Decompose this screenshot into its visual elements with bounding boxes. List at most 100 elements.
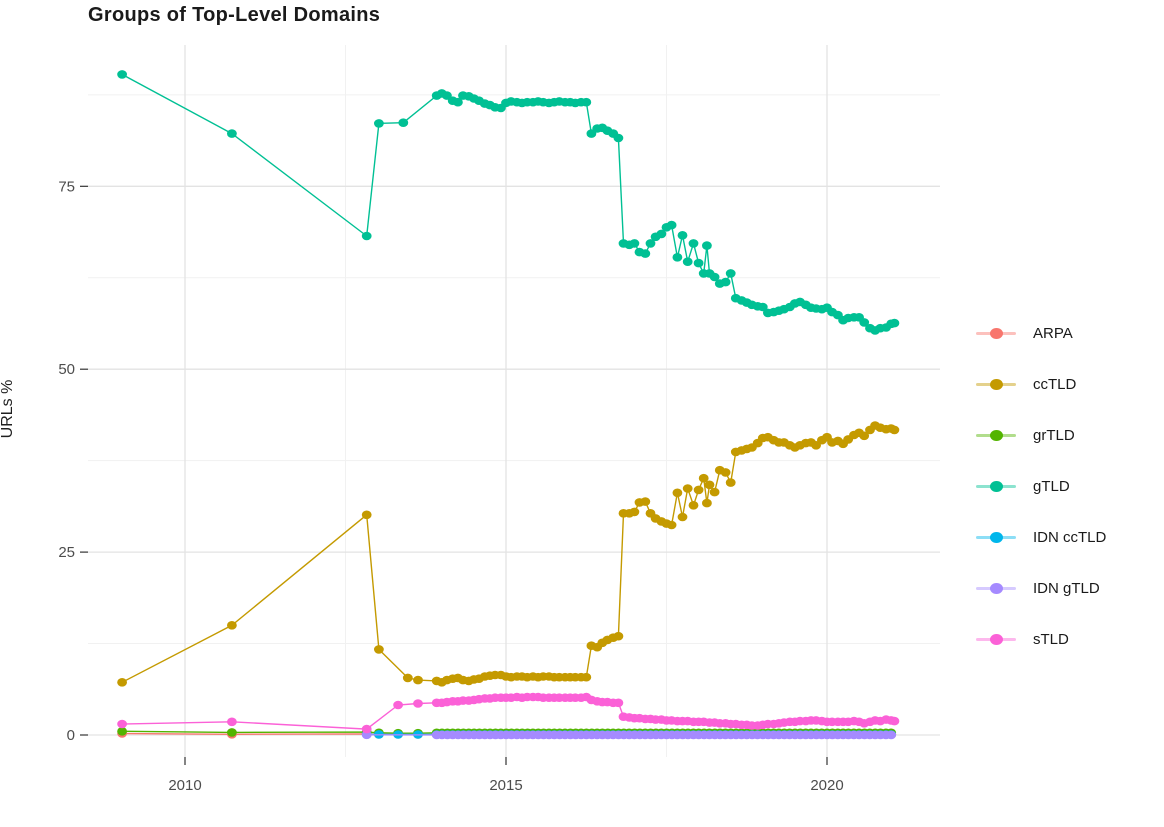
data-point-gtld: [702, 241, 712, 250]
data-point-stld: [393, 700, 403, 710]
data-point-cctld: [693, 485, 704, 495]
y-tick-label: 75: [58, 178, 75, 195]
legend-key-icon: [976, 378, 1016, 392]
data-point-stld: [613, 698, 624, 708]
data-point-cctld: [640, 497, 651, 506]
data-point-gtld: [398, 118, 409, 127]
data-point-gtld: [688, 239, 699, 248]
data-point-cctld: [698, 473, 709, 483]
y-tick-label: 50: [58, 361, 75, 378]
data-point-stld: [889, 716, 900, 726]
data-point-cctld: [413, 675, 423, 685]
data-point-stld: [117, 719, 127, 729]
x-tick-label: 2020: [810, 777, 843, 794]
y-tick-label: 25: [58, 544, 75, 561]
data-point-gtld: [859, 318, 870, 327]
legend-key-dot: [989, 634, 1003, 645]
data-point-cctld: [682, 484, 693, 493]
data-point-gtld: [757, 302, 768, 312]
legend: ARPA ccTLD grTLD gTLD IDN ccTLD IDN gTLD sTLD: [976, 308, 1106, 665]
data-point-cctld: [677, 512, 688, 522]
legend-item-stld: sTLD: [976, 614, 1106, 665]
x-tick-label: 2010: [168, 777, 201, 794]
legend-label: grTLD: [1033, 427, 1075, 444]
y-axis-title: URLs %: [0, 379, 16, 439]
data-point-cctld: [117, 678, 127, 687]
legend-key-dot: [989, 481, 1003, 492]
data-point-cctld: [709, 487, 720, 497]
legend-key-icon: [976, 582, 1016, 596]
legend-key-icon: [976, 480, 1016, 494]
series-line-gtld: [121, 73, 895, 332]
chart-title: Groups of Top-Level Domains: [88, 4, 381, 26]
data-point-cctld: [672, 488, 683, 498]
data-point-gtld: [640, 249, 651, 258]
data-point-stld: [227, 717, 237, 727]
data-point-cctld: [613, 631, 624, 641]
data-point-gtld: [361, 231, 372, 241]
data-point-gtld: [374, 119, 384, 128]
data-point-cctld: [720, 468, 731, 477]
data-point-gtld: [677, 231, 688, 240]
legend-item-grtld: grTLD: [976, 410, 1106, 461]
data-point-grtld: [227, 728, 237, 737]
legend-key-dot: [989, 379, 1003, 390]
legend-label: sTLD: [1033, 631, 1069, 648]
data-point-gtld: [453, 97, 463, 107]
legend-label: ccTLD: [1033, 376, 1077, 393]
data-point-stld: [413, 699, 423, 708]
data-point-cctld: [688, 501, 699, 510]
legend-item-idn-cctld: IDN ccTLD: [976, 512, 1106, 563]
data-point-gtld: [720, 277, 731, 287]
legend-item-cctld: ccTLD: [976, 359, 1106, 410]
data-point-gtld: [666, 220, 677, 230]
data-point-cctld: [227, 621, 237, 630]
data-point-gtld: [725, 269, 736, 278]
data-point-gtld: [672, 252, 683, 262]
legend-item-arpa: ARPA: [976, 308, 1106, 359]
data-point-stld: [361, 724, 372, 734]
data-point-gtld: [227, 129, 237, 138]
data-point-cctld: [581, 672, 592, 682]
data-point-gtld: [682, 257, 693, 267]
legend-key-dot: [989, 328, 1003, 339]
legend-label: IDN gTLD: [1033, 580, 1100, 597]
data-point-cctld: [702, 498, 712, 508]
data-point-gtld: [656, 229, 667, 239]
y-tick-label: 0: [67, 727, 75, 744]
data-point-gtld: [613, 133, 624, 143]
legend-key-icon: [976, 429, 1016, 443]
data-point-gtld: [889, 318, 900, 328]
legend-key-dot: [989, 532, 1003, 543]
x-tick-label: 2015: [489, 777, 522, 794]
legend-key-icon: [976, 633, 1016, 647]
data-point-gtld: [117, 70, 127, 79]
data-point-cctld: [666, 520, 677, 530]
data-point-gtld: [629, 239, 640, 248]
legend-key-icon: [976, 531, 1016, 545]
data-point-cctld: [704, 480, 715, 490]
data-point-grtld: [117, 727, 127, 736]
data-point-cctld: [361, 510, 372, 520]
data-point-cctld: [402, 673, 413, 683]
data-point-cctld: [629, 507, 640, 517]
data-point-cctld: [374, 645, 384, 654]
data-point-gtld: [693, 258, 704, 268]
legend-item-gtld: gTLD: [976, 461, 1106, 512]
data-point-gtld: [709, 272, 720, 282]
data-point-cctld: [725, 478, 736, 487]
data-point-idn-gtld: [886, 730, 897, 740]
legend-key-dot: [989, 430, 1003, 441]
data-point-gtld: [645, 239, 656, 248]
data-point-cctld: [889, 425, 900, 435]
data-point-gtld: [581, 97, 592, 107]
legend-label: IDN ccTLD: [1033, 529, 1107, 546]
legend-label: gTLD: [1033, 478, 1070, 495]
legend-item-idn-gtld: IDN gTLD: [976, 563, 1106, 614]
legend-key-icon: [976, 327, 1016, 341]
data-point-cctld: [859, 431, 870, 441]
legend-key-dot: [989, 583, 1003, 594]
legend-label: ARPA: [1033, 325, 1073, 342]
